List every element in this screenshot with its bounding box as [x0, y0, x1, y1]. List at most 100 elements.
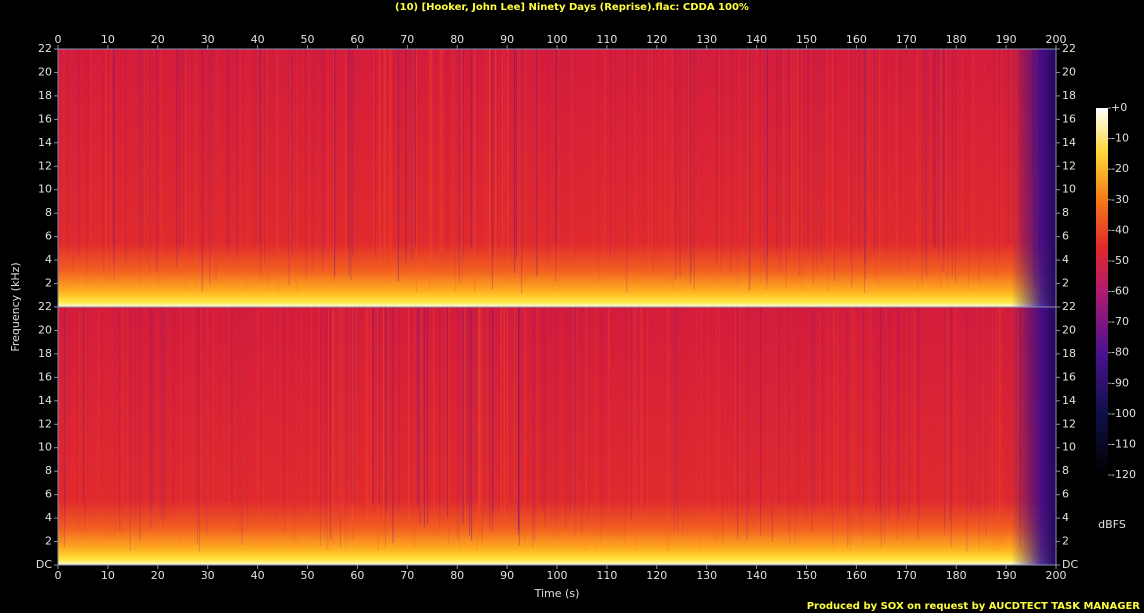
- x-tick-label: 190: [996, 33, 1017, 46]
- x-tick-label: 130: [696, 33, 717, 46]
- y-tick-label: 2: [1062, 277, 1069, 290]
- y-tick-label: 4: [45, 511, 52, 524]
- x-tick-label: 80: [450, 33, 464, 46]
- x-tick-label: 60: [350, 33, 364, 46]
- y-tick-label: 6: [45, 488, 52, 501]
- x-tick-label: 80: [450, 569, 464, 582]
- y-tick-label: 20: [1062, 65, 1076, 78]
- colorbar-tick-label: -40: [1111, 223, 1129, 236]
- x-tick-label: 170: [896, 569, 917, 582]
- y-tick-label: 8: [1062, 206, 1069, 219]
- y-axis-label: Frequency (kHz): [9, 262, 22, 351]
- x-tick-label: 0: [55, 569, 62, 582]
- y-tick-label: 10: [38, 441, 52, 454]
- y-tick-label: 20: [38, 323, 52, 336]
- y-tick-label: 12: [38, 159, 52, 172]
- y-tick-label: 16: [38, 112, 52, 125]
- fade-out: [58, 49, 1056, 307]
- x-tick-label: 120: [646, 33, 667, 46]
- y-tick-label: 2: [45, 277, 52, 290]
- x-tick-label: 100: [547, 33, 568, 46]
- colorbar-tick-label: -50: [1111, 254, 1129, 267]
- colorbar-tick-label: -10: [1111, 132, 1129, 145]
- y-tick-label: 14: [1062, 136, 1076, 149]
- x-tick-label: 40: [251, 569, 265, 582]
- y-tick-label: 22: [38, 300, 52, 313]
- y-tick-label: 8: [45, 464, 52, 477]
- y-tick-label: 14: [1062, 394, 1076, 407]
- colorbar-label: dBFS: [1098, 518, 1126, 531]
- y-tick-label: 20: [38, 65, 52, 78]
- x-tick-label: 50: [301, 569, 315, 582]
- y-tick-label: 4: [1062, 511, 1069, 524]
- x-tick-label: 100: [547, 569, 568, 582]
- x-tick-label: 150: [796, 569, 817, 582]
- x-tick-label: 180: [946, 33, 967, 46]
- x-tick-label: 110: [596, 569, 617, 582]
- chart-title: (10) [Hooker, John Lee] Ninety Days (Rep…: [395, 2, 749, 13]
- y-tick-label: 6: [1062, 488, 1069, 501]
- y-tick-label: 22: [1062, 42, 1076, 55]
- x-tick-label: 140: [746, 33, 767, 46]
- y-tick-label: 22: [1062, 300, 1076, 313]
- x-tick-label: 150: [796, 33, 817, 46]
- colorbar-tick-label: -80: [1111, 346, 1129, 359]
- fade-out: [58, 307, 1056, 565]
- x-tick-label: 40: [251, 33, 265, 46]
- y-tick-label: 16: [1062, 370, 1076, 383]
- x-tick-label: 110: [596, 33, 617, 46]
- y-tick-label: DC: [36, 558, 52, 571]
- y-tick-label: 18: [1062, 347, 1076, 360]
- x-tick-label: 170: [896, 33, 917, 46]
- y-tick-label: 22: [38, 42, 52, 55]
- x-tick-label: 70: [400, 569, 414, 582]
- y-tick-label: 10: [1062, 441, 1076, 454]
- x-tick-label: 160: [846, 33, 867, 46]
- y-tick-label: 8: [45, 206, 52, 219]
- colorbar-tick-label: -20: [1111, 162, 1129, 175]
- y-tick-label: 2: [45, 535, 52, 548]
- x-tick-label: 120: [646, 569, 667, 582]
- colorbar-tick-label: -110: [1111, 437, 1136, 450]
- y-tick-label: 16: [38, 370, 52, 383]
- y-tick-label: 6: [1062, 230, 1069, 243]
- colorbar-tick-label: -100: [1111, 407, 1136, 420]
- y-tick-label: 12: [38, 417, 52, 430]
- footer: Produced by SOX on request by AUCDTECT T…: [807, 601, 1141, 612]
- x-tick-label: 90: [500, 569, 514, 582]
- x-tick-label: 10: [101, 569, 115, 582]
- x-tick-label: 200: [1046, 569, 1067, 582]
- x-tick-label: 30: [201, 569, 215, 582]
- y-tick-label: 8: [1062, 464, 1069, 477]
- x-tick-label: 130: [696, 569, 717, 582]
- y-tick-label: 20: [1062, 323, 1076, 336]
- y-tick-label: 12: [1062, 417, 1076, 430]
- y-tick-label: 16: [1062, 112, 1076, 125]
- x-tick-label: 70: [400, 33, 414, 46]
- y-tick-label: DC: [1062, 558, 1078, 571]
- x-tick-label: 20: [151, 33, 165, 46]
- x-tick-label: 20: [151, 569, 165, 582]
- x-tick-label: 90: [500, 33, 514, 46]
- y-tick-label: 10: [1062, 183, 1076, 196]
- colorbar-tick-label: -30: [1111, 193, 1129, 206]
- spectrogram-area: [57, 48, 1057, 566]
- y-tick-label: 4: [1062, 253, 1069, 266]
- x-tick-label: 10: [101, 33, 115, 46]
- x-tick-label: 50: [301, 33, 315, 46]
- y-tick-label: 18: [38, 347, 52, 360]
- x-axis-label: Time (s): [534, 587, 580, 600]
- y-tick-label: 4: [45, 253, 52, 266]
- colorbar-tick-label: +0: [1111, 101, 1127, 114]
- y-tick-label: 18: [38, 89, 52, 102]
- x-tick-label: 140: [746, 569, 767, 582]
- y-tick-label: 14: [38, 394, 52, 407]
- x-tick-label: 0: [55, 33, 62, 46]
- colorbar-tick-label: -120: [1111, 468, 1136, 481]
- y-tick-label: 18: [1062, 89, 1076, 102]
- y-tick-label: 10: [38, 183, 52, 196]
- y-tick-label: 6: [45, 230, 52, 243]
- colorbar-tick-label: -60: [1111, 285, 1129, 298]
- y-tick-label: 14: [38, 136, 52, 149]
